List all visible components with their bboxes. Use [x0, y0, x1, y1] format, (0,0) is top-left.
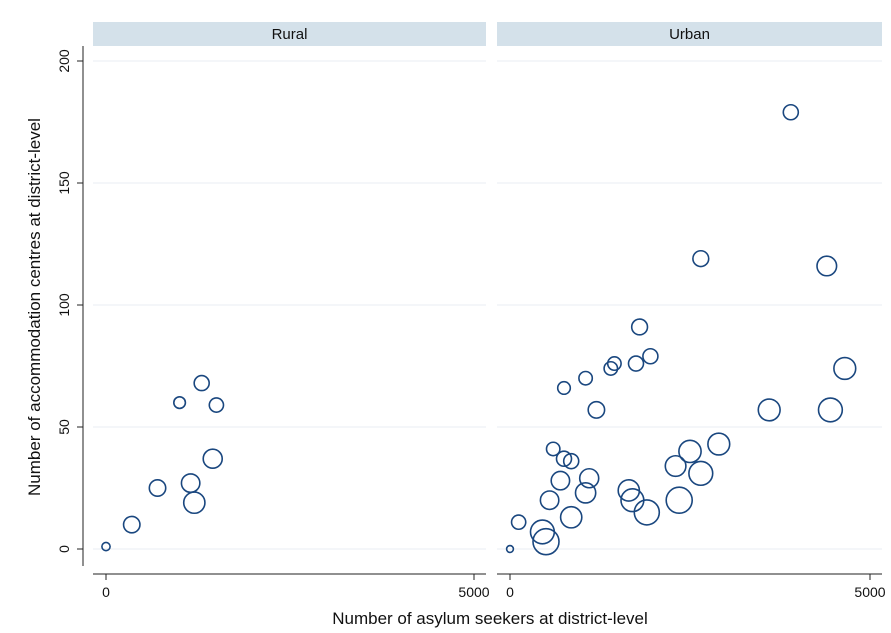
- point-urban-27: [688, 460, 714, 487]
- x-axis: 0 5000 0 5000: [93, 573, 886, 600]
- point-rural-0: [101, 541, 111, 552]
- point-urban-0: [505, 544, 515, 554]
- point-urban-14: [587, 400, 606, 419]
- y-tick-label-100: 100: [56, 293, 72, 317]
- point-urban-8: [556, 380, 572, 396]
- point-urban-33: [833, 356, 857, 381]
- y-axis-title: Number of accommodation centres at distr…: [25, 118, 44, 496]
- x-tick-label-urban-0: 0: [506, 584, 514, 600]
- x-tick-label-rural-0: 0: [102, 584, 110, 600]
- point-urban-3: [532, 527, 560, 556]
- point-urban-21: [633, 499, 661, 526]
- point-rural-7: [202, 448, 224, 470]
- point-urban-31: [816, 255, 838, 277]
- point-urban-25: [678, 439, 702, 464]
- y-axis: 0 50 100 150 200: [56, 46, 84, 566]
- point-urban-6: [550, 470, 571, 491]
- point-urban-19: [627, 355, 645, 372]
- point-urban-12: [578, 370, 594, 386]
- point-urban-23: [664, 454, 687, 478]
- strip-rural: [93, 22, 486, 46]
- point-urban-11: [574, 481, 597, 504]
- panel-urban: Urban: [497, 22, 882, 556]
- point-rural-4: [180, 473, 201, 494]
- point-urban-7: [555, 450, 573, 468]
- point-urban-10: [559, 505, 583, 529]
- point-urban-5: [545, 441, 561, 457]
- point-urban-22: [642, 347, 659, 365]
- point-urban-29: [757, 398, 781, 422]
- point-urban-1: [510, 514, 527, 531]
- point-rural-5: [182, 491, 206, 515]
- strip-label-rural: Rural: [272, 26, 308, 43]
- point-urban-2: [529, 519, 556, 545]
- point-rural-6: [193, 374, 210, 392]
- panel-rural: Rural: [93, 22, 486, 552]
- point-rural-3: [173, 396, 187, 410]
- point-rural-1: [122, 515, 141, 534]
- point-urban-15: [603, 360, 619, 376]
- panels-layer: Rural Urban: [93, 22, 882, 556]
- point-urban-26: [692, 249, 710, 268]
- x-tick-label-rural-5000: 5000: [458, 584, 489, 600]
- point-rural-8: [208, 397, 225, 413]
- point-urban-28: [707, 432, 731, 456]
- point-urban-13: [578, 467, 600, 489]
- point-urban-30: [782, 103, 800, 121]
- point-urban-24: [665, 486, 694, 515]
- point-urban-9: [562, 452, 580, 470]
- y-tick-label-50: 50: [56, 419, 72, 435]
- x-tick-label-urban-5000: 5000: [854, 584, 885, 600]
- point-rural-2: [148, 478, 167, 497]
- point-urban-32: [817, 397, 844, 423]
- y-tick-label-150: 150: [56, 171, 72, 195]
- y-tick-label-200: 200: [56, 49, 72, 73]
- point-urban-20: [630, 318, 649, 336]
- strip-urban: [497, 22, 882, 46]
- strip-label-urban: Urban: [669, 26, 710, 43]
- x-axis-title: Number of asylum seekers at district-lev…: [332, 609, 648, 628]
- point-urban-4: [539, 490, 560, 511]
- y-tick-label-0: 0: [56, 545, 72, 553]
- point-urban-16: [606, 356, 622, 372]
